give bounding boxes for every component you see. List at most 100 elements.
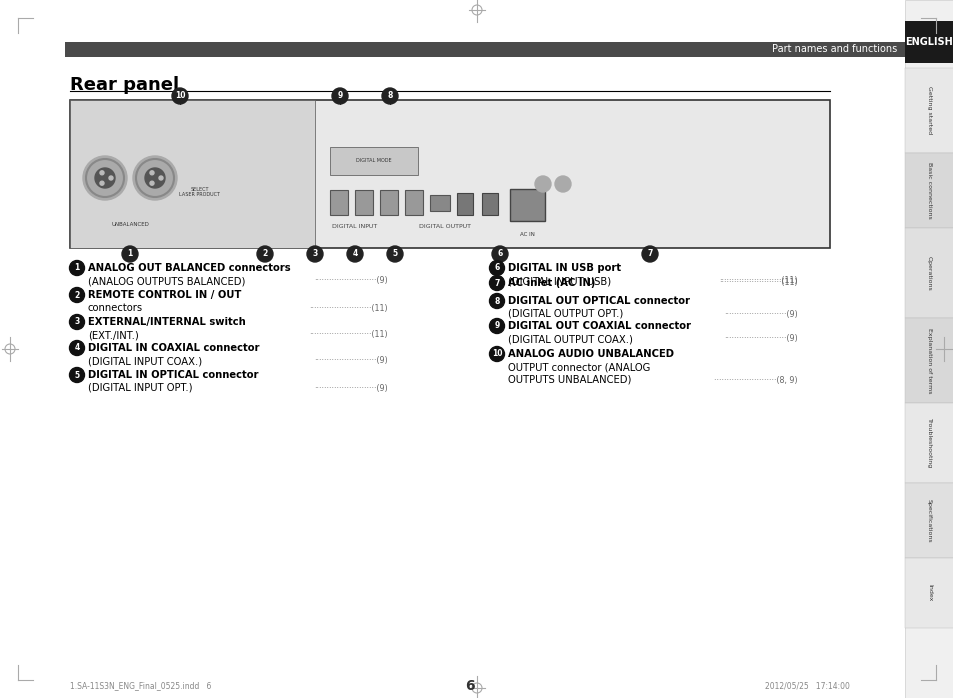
Text: (DIGITAL INPUT USB): (DIGITAL INPUT USB) xyxy=(507,276,611,286)
Text: ·························(11): ·························(11) xyxy=(719,276,797,285)
Text: ·························(9): ·························(9) xyxy=(314,357,388,366)
Text: 9: 9 xyxy=(337,91,342,101)
Circle shape xyxy=(70,288,85,302)
Circle shape xyxy=(109,176,112,180)
Text: EXTERNAL/INTERNAL switch: EXTERNAL/INTERNAL switch xyxy=(88,317,246,327)
Text: Index: Index xyxy=(926,584,931,602)
Text: 4: 4 xyxy=(352,249,357,258)
Text: 6: 6 xyxy=(497,249,502,258)
Text: REMOTE CONTROL IN / OUT: REMOTE CONTROL IN / OUT xyxy=(88,290,241,300)
Text: 1.SA-11S3N_ENG_Final_0525.indd   6: 1.SA-11S3N_ENG_Final_0525.indd 6 xyxy=(70,681,212,690)
Text: ·························(11): ·························(11) xyxy=(309,304,388,313)
Text: Part names and functions: Part names and functions xyxy=(771,45,896,54)
Bar xyxy=(456,193,473,215)
Bar xyxy=(481,193,497,215)
Bar xyxy=(430,195,450,211)
Text: DIGITAL OUT OPTICAL connector: DIGITAL OUT OPTICAL connector xyxy=(507,296,689,306)
Bar xyxy=(904,0,953,698)
Circle shape xyxy=(492,246,507,262)
Text: Troubleshooting: Troubleshooting xyxy=(926,418,931,468)
Text: 8: 8 xyxy=(387,91,393,101)
Text: ·························(11): ·························(11) xyxy=(719,279,797,288)
Text: 2: 2 xyxy=(74,290,79,299)
Text: ·························(9): ·························(9) xyxy=(314,276,388,285)
Circle shape xyxy=(256,246,273,262)
Text: Operations: Operations xyxy=(926,255,931,290)
Circle shape xyxy=(100,181,104,185)
Text: ·························(9): ·························(9) xyxy=(314,383,388,392)
Circle shape xyxy=(555,176,571,192)
Circle shape xyxy=(83,156,127,200)
Text: ANALOG AUDIO UNBALANCED: ANALOG AUDIO UNBALANCED xyxy=(507,349,673,359)
Text: (DIGITAL INPUT COAX.): (DIGITAL INPUT COAX.) xyxy=(88,356,202,366)
Text: SELECT
LASER PRODUCT: SELECT LASER PRODUCT xyxy=(179,186,220,198)
Text: OUTPUT connector (ANALOG: OUTPUT connector (ANALOG xyxy=(507,362,650,372)
Circle shape xyxy=(70,315,85,329)
Text: 2012/05/25   17:14:00: 2012/05/25 17:14:00 xyxy=(764,681,849,690)
Text: ANALOG OUT BALANCED connectors: ANALOG OUT BALANCED connectors xyxy=(88,263,291,273)
Bar xyxy=(904,21,953,63)
Bar xyxy=(379,190,397,215)
Circle shape xyxy=(172,88,188,104)
Text: Explanation of terms: Explanation of terms xyxy=(926,328,931,393)
Text: (DIGITAL OUTPUT OPT.): (DIGITAL OUTPUT OPT.) xyxy=(507,309,622,319)
Bar xyxy=(70,100,829,248)
Text: 6: 6 xyxy=(465,679,475,693)
Text: ·························(8, 9): ·························(8, 9) xyxy=(714,376,797,385)
Bar xyxy=(904,558,953,628)
Text: DIGITAL MODE: DIGITAL MODE xyxy=(355,158,392,163)
Bar xyxy=(904,153,953,228)
Text: 7: 7 xyxy=(494,279,499,288)
Circle shape xyxy=(307,246,323,262)
Bar xyxy=(355,190,373,215)
Text: 8: 8 xyxy=(494,297,499,306)
Text: DIGITAL IN USB port: DIGITAL IN USB port xyxy=(507,263,620,273)
Circle shape xyxy=(122,246,138,262)
Text: 9: 9 xyxy=(494,322,499,330)
Circle shape xyxy=(381,88,397,104)
Circle shape xyxy=(489,276,504,290)
Circle shape xyxy=(132,156,177,200)
Text: DIGITAL IN COAXIAL connector: DIGITAL IN COAXIAL connector xyxy=(88,343,259,353)
Text: DIGITAL OUT COAXIAL connector: DIGITAL OUT COAXIAL connector xyxy=(507,321,690,331)
Text: 5: 5 xyxy=(392,249,397,258)
Bar xyxy=(330,147,417,175)
Circle shape xyxy=(150,171,153,174)
Bar xyxy=(904,403,953,483)
Text: Basic connections: Basic connections xyxy=(926,162,931,219)
Text: 1: 1 xyxy=(74,264,79,272)
Text: DIGITAL IN OPTICAL connector: DIGITAL IN OPTICAL connector xyxy=(88,370,258,380)
Text: connectors: connectors xyxy=(88,303,143,313)
Text: ENGLISH: ENGLISH xyxy=(904,37,952,47)
Circle shape xyxy=(387,246,402,262)
Text: 4: 4 xyxy=(74,343,79,352)
Circle shape xyxy=(489,293,504,309)
Text: (DIGITAL OUTPUT COAX.): (DIGITAL OUTPUT COAX.) xyxy=(507,334,632,344)
Circle shape xyxy=(332,88,348,104)
Text: 3: 3 xyxy=(74,318,79,327)
Text: 10: 10 xyxy=(491,350,501,359)
Text: AC IN: AC IN xyxy=(519,232,534,237)
Text: ·························(9): ·························(9) xyxy=(723,334,797,343)
Text: 3: 3 xyxy=(312,249,317,258)
Text: UNBALANCED: UNBALANCED xyxy=(111,221,149,226)
Bar xyxy=(405,190,422,215)
Circle shape xyxy=(489,318,504,334)
Circle shape xyxy=(145,168,165,188)
Text: Getting started: Getting started xyxy=(926,87,931,135)
Text: 6: 6 xyxy=(494,264,499,272)
Circle shape xyxy=(100,171,104,174)
Text: (ANALOG OUTPUTS BALANCED): (ANALOG OUTPUTS BALANCED) xyxy=(88,276,245,286)
Text: ·························(9): ·························(9) xyxy=(723,309,797,318)
Text: AC inlet (AC IN): AC inlet (AC IN) xyxy=(507,278,595,288)
Circle shape xyxy=(70,341,85,355)
Bar xyxy=(65,42,904,57)
Circle shape xyxy=(535,176,551,192)
Circle shape xyxy=(347,246,363,262)
Text: 7: 7 xyxy=(647,249,652,258)
Text: OUTPUTS UNBALANCED): OUTPUTS UNBALANCED) xyxy=(507,375,631,385)
Text: Rear panel: Rear panel xyxy=(70,76,179,94)
Circle shape xyxy=(95,168,115,188)
Circle shape xyxy=(641,246,658,262)
Circle shape xyxy=(489,260,504,276)
